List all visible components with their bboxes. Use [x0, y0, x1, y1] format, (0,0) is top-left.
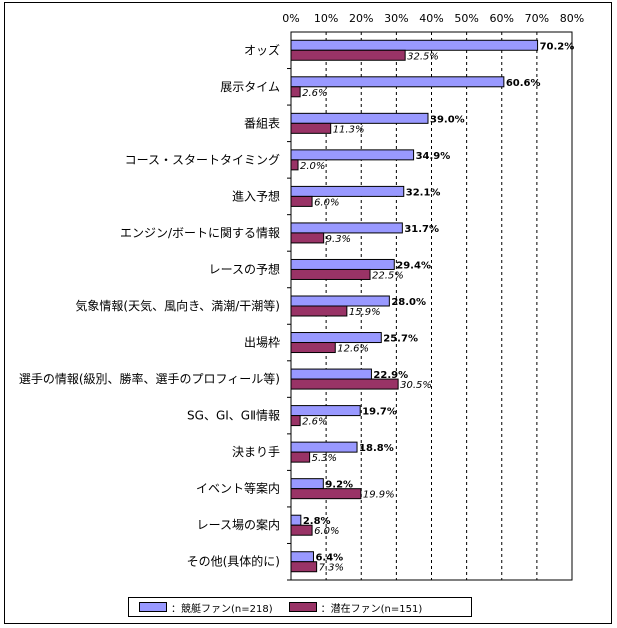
- bar-series-1: [290, 478, 324, 490]
- data-label-series-2: 32.5%: [407, 51, 439, 62]
- data-label-series-1: 31.7%: [404, 224, 439, 235]
- legend-swatch-series-2: [288, 602, 317, 612]
- bar-series-1: [290, 258, 395, 270]
- category-label: コース・スタートタイミング: [125, 153, 280, 167]
- legend-swatch-series-1: [139, 602, 167, 612]
- data-label-series-2: 6.0%: [314, 526, 339, 537]
- data-label-series-1: 2.8%: [303, 516, 331, 527]
- legend-label-series-1: ：競艇ファン(n=218): [171, 603, 273, 615]
- data-label-series-2: 22.5%: [372, 270, 404, 281]
- data-label-series-2: 2.6%: [302, 88, 327, 99]
- category-label: レースの予想: [209, 261, 280, 276]
- x-tick-label: 60%: [490, 12, 514, 25]
- x-tick-label: 30%: [384, 12, 408, 25]
- bar-series-2: [290, 86, 301, 98]
- data-label-series-1: 60.6%: [506, 78, 541, 89]
- category-label: 進入予想: [232, 188, 280, 203]
- x-tick-label: 20%: [349, 12, 373, 25]
- category-label: 番組表: [244, 116, 280, 130]
- category-label: イベント等案内: [196, 481, 280, 496]
- bar-series-1: [290, 295, 390, 307]
- category-label: 選手の情報(級別、勝率、選手のプロフィール等): [19, 371, 280, 386]
- category-label: エンジン/ボートに関する情報: [120, 226, 280, 240]
- x-tick-label: 40%: [419, 12, 443, 25]
- data-label-series-1: 19.7%: [362, 407, 397, 418]
- data-label-series-2: 30.5%: [400, 380, 432, 391]
- bar-series-1: [290, 405, 361, 417]
- category-label: 展示タイム: [220, 80, 280, 94]
- legend-item-series-1: ：競艇ファン(n=218): [139, 600, 273, 615]
- chart-frame: [4, 2, 612, 624]
- category-label: 決まり手: [232, 445, 280, 459]
- data-label-series-1: 22.9%: [373, 370, 408, 381]
- bar-series-2: [290, 195, 313, 207]
- data-label-series-1: 9.2%: [325, 480, 353, 491]
- chart-legend: ：競艇ファン(n=218) ：潜在ファン(n=151): [128, 597, 472, 617]
- data-label-series-2: 11.3%: [333, 124, 365, 135]
- data-label-series-2: 5.3%: [312, 453, 337, 464]
- bar-series-1: [290, 222, 403, 234]
- bar-series-1: [290, 76, 505, 88]
- x-tick-label: 50%: [454, 12, 478, 25]
- legend-label-series-2: ：潜在ファン(n=151): [320, 603, 423, 615]
- bar-series-1: [290, 332, 382, 344]
- data-label-series-2: 6.0%: [314, 197, 339, 208]
- bar-series-2: [290, 159, 299, 171]
- bar-series-1: [290, 368, 372, 380]
- data-label-series-1: 28.0%: [391, 297, 426, 308]
- data-label-series-2: 2.0%: [300, 161, 325, 172]
- bar-series-2: [290, 305, 348, 317]
- category-label: 出場枠: [244, 336, 280, 350]
- x-tick-label: 80%: [560, 12, 584, 25]
- bar-series-2: [290, 268, 371, 280]
- data-label-series-2: 12.6%: [337, 344, 369, 355]
- x-tick-label: 70%: [525, 12, 549, 25]
- x-tick-label: 0%: [282, 12, 299, 25]
- data-label-series-2: 15.9%: [349, 307, 381, 318]
- data-label-series-1: 34.9%: [416, 151, 451, 162]
- bar-series-1: [290, 149, 415, 161]
- bar-series-1: [290, 185, 405, 197]
- category-label: オッズ: [244, 42, 280, 57]
- bar-series-1: [290, 514, 302, 526]
- data-label-series-1: 29.4%: [396, 260, 431, 271]
- data-label-series-2: 7.3%: [319, 563, 344, 574]
- data-label-series-1: 32.1%: [406, 187, 441, 198]
- data-label-series-2: 19.9%: [363, 490, 395, 501]
- data-label-series-2: 9.3%: [326, 234, 351, 245]
- data-label-series-1: 18.8%: [359, 443, 394, 454]
- data-label-series-2: 2.6%: [302, 417, 327, 428]
- bar-series-1: [290, 39, 539, 51]
- bar-series-2: [290, 49, 406, 61]
- data-label-series-1: 39.0%: [430, 114, 465, 125]
- bar-series-2: [290, 342, 336, 354]
- data-label-series-1: 6.4%: [315, 553, 343, 564]
- category-label: レース場の案内: [197, 517, 280, 532]
- legend-item-series-2: ：潜在ファン(n=151): [288, 600, 423, 615]
- bar-series-2: [290, 561, 318, 573]
- bar-series-2: [290, 122, 332, 134]
- category-label: その他(具体的に): [187, 554, 280, 569]
- bar-series-2: [290, 524, 313, 536]
- bar-series-1: [290, 551, 314, 563]
- bar-series-1: [290, 441, 358, 453]
- category-label: 気象情報(天気、風向き、満潮/干潮等): [75, 298, 280, 313]
- bar-series-2: [290, 232, 325, 244]
- bar-series-2: [290, 488, 362, 500]
- data-label-series-1: 70.2%: [540, 41, 575, 52]
- bar-series-1: [290, 112, 429, 124]
- bar-series-2: [290, 451, 311, 463]
- x-tick-label: 10%: [314, 12, 338, 25]
- data-label-series-1: 25.7%: [383, 334, 418, 345]
- category-label: SG、GⅠ、GⅡ情報: [187, 409, 280, 423]
- bar-series-2: [290, 378, 399, 390]
- bar-series-2: [290, 415, 301, 427]
